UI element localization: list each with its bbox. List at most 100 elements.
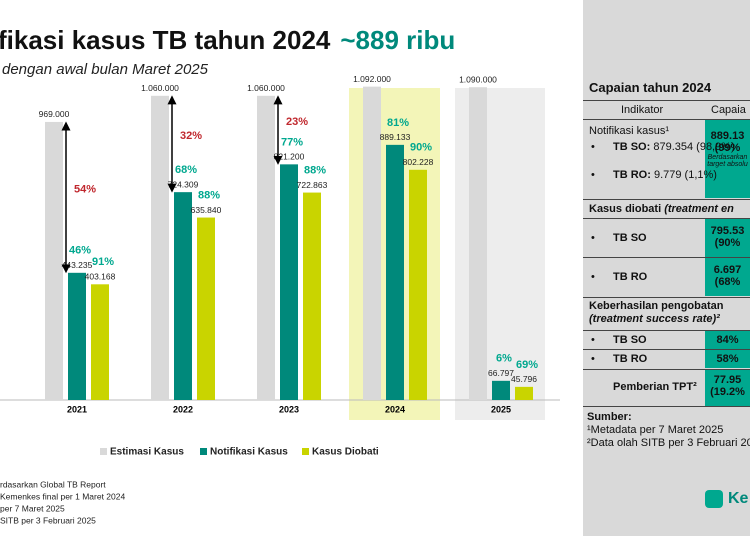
- bar: [303, 192, 321, 400]
- row-label: Keberhasilan pengobatan: [589, 300, 724, 312]
- x-tick-label: 2021: [67, 404, 87, 414]
- summary-panel: Capaian tahun 2024 Indikator Capaia 889.…: [583, 0, 750, 536]
- bar: [197, 217, 215, 400]
- h-line: [583, 218, 750, 219]
- bar: [469, 87, 487, 400]
- value-cell: 795.53 (90%: [705, 219, 750, 257]
- source: ²Data olah SITB per 3 Februari 20: [587, 437, 750, 449]
- bar: [257, 95, 275, 401]
- bullet: •: [591, 169, 595, 181]
- x-tick-label: 2022: [173, 404, 193, 414]
- pct-label: 81%: [387, 117, 409, 129]
- pct-label: 88%: [198, 189, 220, 201]
- pct: (90%: [714, 237, 741, 249]
- pct-label: 6%: [496, 353, 512, 365]
- value-label: 1.090.000: [459, 74, 497, 84]
- value-label: 1.092.000: [353, 74, 391, 84]
- legend-swatch: [200, 448, 207, 455]
- value-label: 45.796: [511, 374, 537, 384]
- row-label: Kasus diobati (treatment en: [589, 203, 734, 215]
- x-tick-label: 2023: [279, 404, 299, 414]
- chart: fikasi kasus TB tahun 2024 ~889 ribu deng…: [0, 25, 560, 525]
- panel-title: Capaian tahun 2024: [589, 80, 712, 95]
- value-label: 821.200: [274, 152, 305, 162]
- bar: [515, 386, 533, 400]
- bullet: •: [591, 333, 595, 346]
- value-label: 443.235: [62, 260, 93, 270]
- subtitle: dengan awal bulan Maret 2025: [2, 61, 209, 78]
- value-label: 969.000: [39, 109, 70, 119]
- footnote: SITB per 3 Februari 2025: [0, 515, 96, 525]
- value-cell: 6.697 (68%: [705, 258, 750, 296]
- note: Berdasarkan target absolu: [707, 154, 748, 168]
- value: 58%: [716, 353, 739, 365]
- h-line: [583, 349, 750, 350]
- legend-label: Notifikasi Kasus: [210, 447, 288, 458]
- gap-label: 23%: [286, 116, 308, 128]
- logo: Ke: [728, 490, 749, 507]
- bullet: •: [591, 270, 595, 283]
- row-label: Pemberian TPT²: [613, 381, 697, 393]
- value: 879.354 (98,9%): [653, 141, 735, 153]
- pct-label: 77%: [281, 136, 303, 148]
- legend-swatch: [302, 448, 309, 455]
- bar: [151, 95, 169, 401]
- value-cell: 889.13 (99% Berdasarkan target absolu: [705, 120, 750, 198]
- title-highlight: ~889 ribu: [340, 25, 455, 55]
- bar: [91, 284, 109, 400]
- row-label: TB RO: [613, 270, 648, 283]
- value-cell: 58%: [705, 350, 750, 368]
- value-label: 889.133: [380, 132, 411, 142]
- bullet: •: [591, 352, 595, 365]
- title: fikasi kasus TB tahun 2024: [0, 25, 331, 55]
- bar: [45, 121, 63, 400]
- value: 889.13: [710, 130, 745, 142]
- value-cell: 77.95 (19.2%: [705, 370, 750, 406]
- bar: [386, 144, 404, 400]
- bullet: •: [591, 141, 595, 153]
- footnote: per 7 Maret 2025: [0, 503, 65, 513]
- legend-label: Estimasi Kasus: [110, 447, 184, 458]
- bar: [174, 192, 192, 400]
- value: 795.53: [710, 225, 745, 237]
- value-cell: 84%: [705, 331, 750, 349]
- legend-label: Kasus Diobati: [312, 447, 379, 458]
- gap-label: 54%: [74, 183, 96, 195]
- value: 84%: [716, 334, 739, 346]
- row-label: (treatment success rate)²: [589, 313, 720, 325]
- row-label: Notifikasi kasus¹: [589, 125, 670, 137]
- label: TB SO:: [613, 141, 651, 153]
- value: 77.95: [713, 374, 742, 386]
- value-label: 403.168: [85, 272, 116, 282]
- gap-label: 32%: [180, 130, 202, 142]
- bar: [280, 164, 298, 400]
- value-label: 635.840: [191, 205, 222, 215]
- pct-label: 69%: [516, 359, 538, 371]
- bar: [363, 86, 381, 400]
- bar: [492, 380, 510, 400]
- value-label: 1.060.000: [141, 83, 179, 93]
- source: Sumber:: [587, 411, 632, 423]
- pct-label: 68%: [175, 164, 197, 176]
- pct: (19.2%: [710, 386, 745, 398]
- pct-label: 90%: [410, 142, 432, 154]
- pct-label: 91%: [92, 256, 114, 268]
- value-label: 724.309: [168, 179, 199, 189]
- label: (treatment en: [664, 203, 734, 215]
- pct-label: 46%: [69, 245, 91, 257]
- footnote: Kemenkes final per 1 Maret 2024: [0, 491, 125, 501]
- bar: [409, 169, 427, 400]
- pct: (68%: [714, 276, 741, 288]
- x-tick-label: 2025: [491, 404, 511, 414]
- footnote: rdasarkan Global TB Report: [0, 479, 106, 489]
- x-tick-label: 2024: [385, 404, 405, 414]
- row-label: TB RO: 9.779 (1,1%): [613, 169, 717, 181]
- value-label: 802.228: [403, 157, 434, 167]
- legend-swatch: [100, 448, 107, 455]
- value-label: 1.060.000: [247, 83, 285, 93]
- bullet: •: [591, 231, 595, 244]
- logo-icon: [705, 490, 723, 508]
- chart-title: fikasi kasus TB tahun 2024 ~889 ribu: [0, 25, 455, 55]
- value: 6.697: [713, 264, 742, 276]
